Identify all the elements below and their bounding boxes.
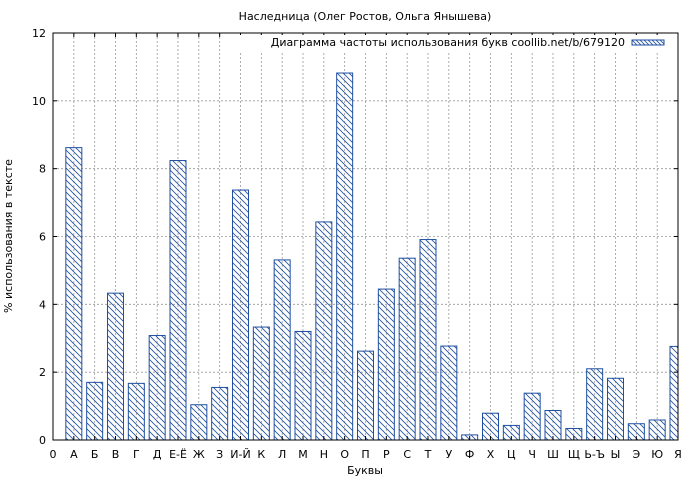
- x-tick-label: Л: [278, 448, 286, 461]
- bar: [148, 335, 166, 441]
- bar: [294, 330, 312, 441]
- x-axis-label: Буквы: [347, 464, 383, 477]
- bar: [357, 350, 374, 441]
- y-tick-label: 0: [39, 434, 46, 447]
- y-tick-label: 2: [39, 366, 46, 379]
- bar: [669, 345, 679, 441]
- x-tick-label: Ц: [507, 448, 516, 461]
- x-tick-label: Т: [424, 448, 432, 461]
- x-tick-label: Щ: [568, 448, 580, 461]
- x-tick-label-origin: 0: [50, 448, 57, 461]
- bar: [211, 386, 229, 441]
- x-tick-label: Р: [383, 448, 390, 461]
- grid: [53, 33, 678, 440]
- y-tick-label: 6: [39, 231, 46, 244]
- bar: [169, 160, 187, 441]
- x-tick-label: Я: [674, 448, 682, 461]
- x-tick-label: У: [445, 448, 452, 461]
- bar: [440, 345, 458, 441]
- x-tick-label: З: [216, 448, 223, 461]
- x-tick-label: Б: [91, 448, 99, 461]
- legend-swatch: [631, 39, 665, 46]
- x-tick-label: Ф: [465, 448, 474, 461]
- legend-box: [240, 35, 674, 51]
- x-tick-label: Ж: [193, 448, 205, 461]
- bar: [190, 404, 208, 441]
- bar: [607, 377, 624, 441]
- y-axis-label: % использования в тексте: [2, 159, 15, 313]
- x-tick-label: И-Й: [230, 448, 250, 461]
- x-tick-label: Ь-Ъ: [584, 448, 605, 461]
- x-tick-label: Н: [320, 448, 328, 461]
- bar: [398, 257, 416, 441]
- x-axis: 0 А Б В Г Д Е-Ё Ж З И-Й К Л М Н О П Р С Т У Ф Х Ц Ч Ш Щ Ь-Ъ Ы Э Ю Я: [50, 33, 682, 461]
- x-tick-label: Э: [632, 448, 640, 461]
- bar: [544, 409, 562, 441]
- x-tick-label: В: [112, 448, 120, 461]
- y-tick-label: 4: [39, 298, 46, 311]
- x-tick-label: Ы: [611, 448, 621, 461]
- x-tick-label: Д: [153, 448, 162, 461]
- y-tick-label: 10: [32, 95, 46, 108]
- x-tick-label: П: [361, 448, 369, 461]
- chart-title: Наследница (Олег Ростов, Ольга Янышева): [239, 10, 492, 23]
- bar: [252, 326, 270, 441]
- x-tick-label: Ч: [528, 448, 536, 461]
- y-tick-label: 12: [32, 27, 46, 40]
- bar: [523, 392, 541, 441]
- x-tick-label: Х: [487, 448, 495, 461]
- x-tick-label: С: [403, 448, 411, 461]
- y-axis: 0 2 4 6 8 10 12: [32, 27, 678, 447]
- x-tick-label: О: [340, 448, 349, 461]
- bar: [482, 412, 499, 441]
- bar: [419, 239, 437, 441]
- bar: [107, 292, 124, 441]
- x-tick-label: К: [257, 448, 265, 461]
- x-tick-label: Е-Ё: [169, 448, 187, 461]
- x-tick-label: М: [298, 448, 308, 461]
- bar: [86, 381, 104, 441]
- bar: [273, 259, 291, 441]
- bar: [65, 147, 83, 441]
- x-tick-label: Ю: [651, 448, 663, 461]
- bar: [232, 189, 249, 441]
- x-tick-label: Ш: [547, 448, 559, 461]
- y-tick-label: 8: [39, 163, 46, 176]
- x-tick-label: А: [70, 448, 78, 461]
- bar: [377, 288, 395, 441]
- x-tick-label: Г: [133, 448, 140, 461]
- bar: [336, 72, 354, 441]
- bar: [315, 221, 333, 441]
- legend: Диаграмма частоты использования букв coo…: [240, 35, 674, 51]
- bar: [127, 382, 145, 441]
- legend-label: Диаграмма частоты использования букв coo…: [271, 36, 625, 49]
- bar: [586, 368, 604, 441]
- bars: [65, 72, 679, 441]
